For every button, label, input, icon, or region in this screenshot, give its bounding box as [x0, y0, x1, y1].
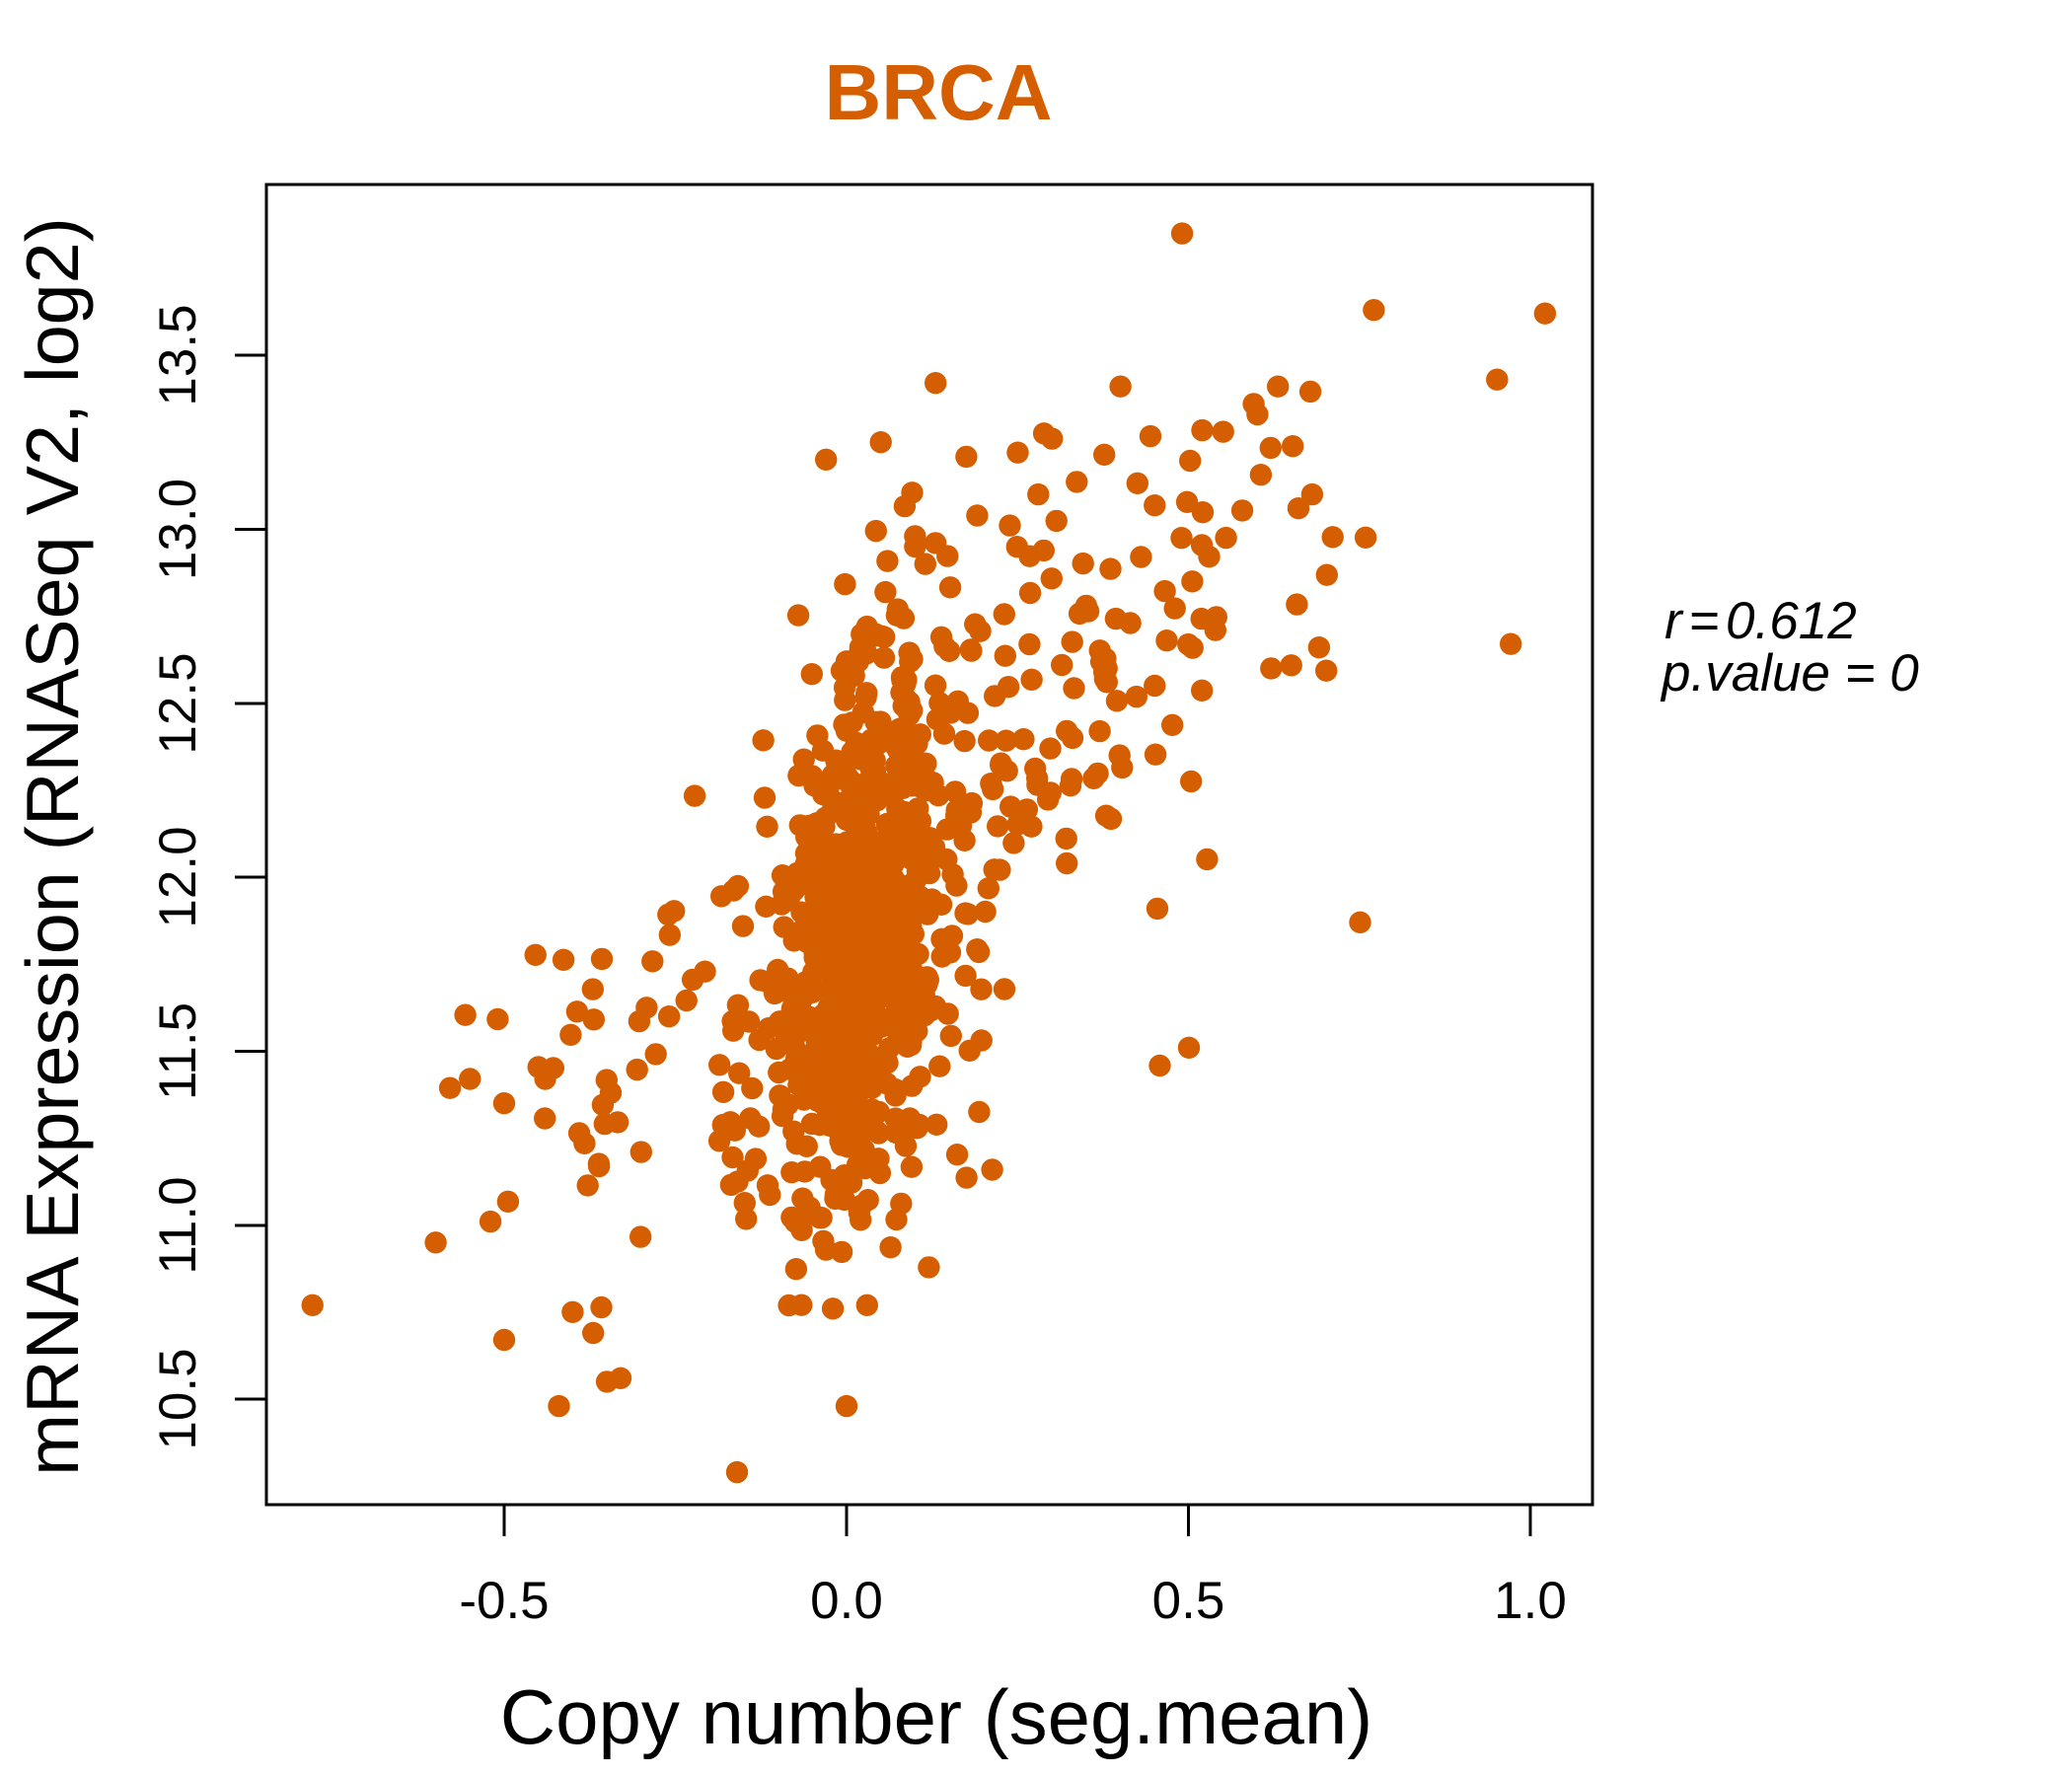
svg-text:11.0: 11.0: [149, 1176, 207, 1274]
svg-text:0.0: 0.0: [810, 1572, 883, 1630]
svg-text:13.5: 13.5: [149, 304, 207, 406]
svg-text:13.0: 13.0: [149, 479, 207, 580]
svg-text:p.value = 0: p.value = 0: [1660, 644, 1919, 703]
svg-text:12.5: 12.5: [149, 652, 207, 754]
svg-text:0.5: 0.5: [1152, 1572, 1225, 1630]
svg-text:BRCA: BRCA: [824, 48, 1052, 136]
svg-text:-0.5: -0.5: [459, 1572, 549, 1630]
svg-text:11.5: 11.5: [149, 1002, 207, 1100]
svg-text:12.0: 12.0: [149, 826, 207, 927]
svg-text:Copy number (seg.mean): Copy number (seg.mean): [500, 1673, 1372, 1760]
svg-text:r = 0.612: r = 0.612: [1665, 592, 1857, 650]
svg-text:1.0: 1.0: [1494, 1572, 1567, 1630]
svg-text:10.5: 10.5: [149, 1348, 207, 1449]
svg-text:mRNA Expression (RNASeq V2, lo: mRNA Expression (RNASeq V2, log2): [11, 217, 94, 1476]
